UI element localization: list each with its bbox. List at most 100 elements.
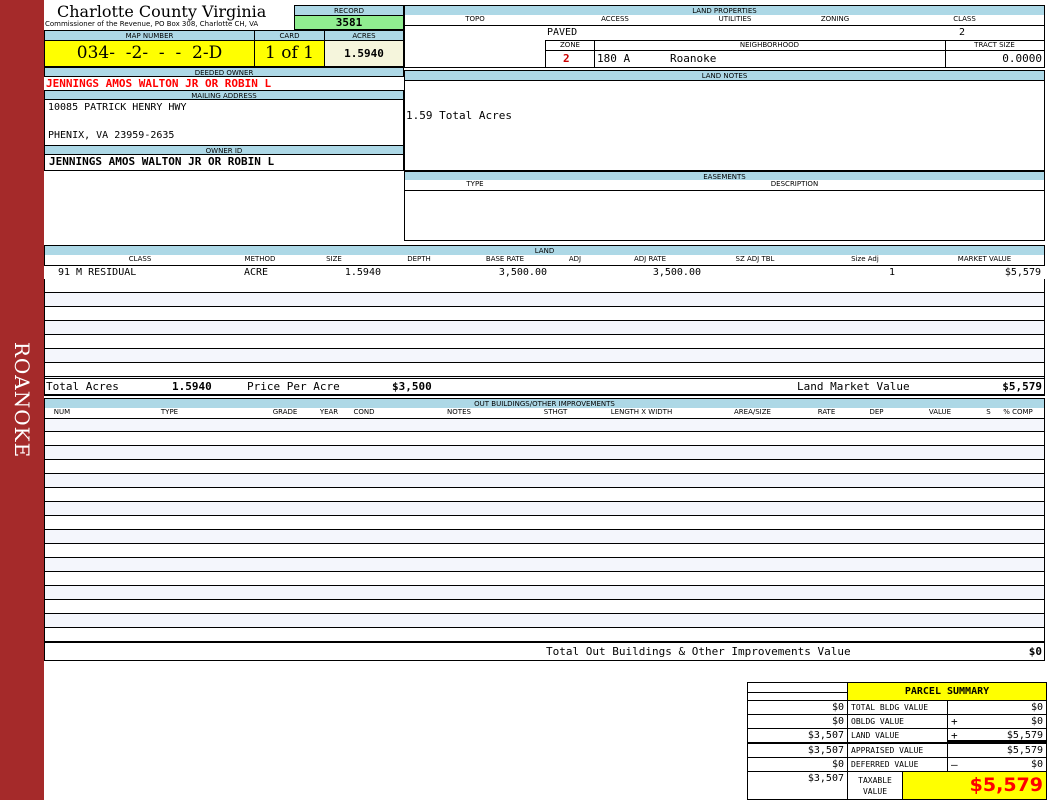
divider <box>945 50 946 67</box>
neighborhood-code: 180 A <box>597 52 631 65</box>
page-title: Charlotte County Virginia <box>57 2 267 21</box>
outbuildings-column-header: DEP <box>858 408 896 419</box>
land-properties-column-header: TOPO <box>404 15 546 26</box>
summary-prior-value: $3,507 <box>747 743 848 758</box>
outbuildings-total-label: Total Out Buildings & Other Improvements… <box>546 645 851 658</box>
outbuildings-total-row: Total Out Buildings & Other Improvements… <box>44 642 1045 661</box>
neighborhood-label: NEIGHBORHOOD <box>594 40 946 51</box>
mailing-address-label: MAILING ADDRESS <box>44 90 404 100</box>
total-acres-label: Total Acres <box>46 380 119 393</box>
parcel-summary-title: PARCEL SUMMARY <box>847 682 1047 701</box>
deeded-owner-value: JENNINGS AMOS WALTON JR OR ROBIN L <box>46 77 272 90</box>
land-column-header: ADJ <box>555 255 596 266</box>
price-per-acre-value: $3,500 <box>392 380 432 393</box>
land-size: 1.5940 <box>344 267 381 278</box>
land-column-header: SIZE <box>285 255 384 266</box>
outbuildings-column-header: TYPE <box>79 408 261 419</box>
land-notes-text: 1.59 Total Acres <box>406 109 512 122</box>
mailing-address-box: 10085 PATRICK HENRY HWY PHENIX, VA 23959… <box>44 99 404 146</box>
tract-size-value: 0.0000 <box>1002 52 1042 65</box>
land-properties-column-header: ACCESS <box>545 15 686 26</box>
outbuildings-column-header: VALUE <box>895 408 986 419</box>
taxable-value: $5,579 <box>902 771 1047 800</box>
easements-column-header: TYPE <box>404 180 546 191</box>
summary-prior-value: $0 <box>747 714 848 729</box>
outbuildings-column-header: % COMP <box>992 408 1045 419</box>
summary-label: APPRAISED VALUE <box>847 743 948 758</box>
outbuildings-table-body <box>44 418 1045 643</box>
card-value: 1 of 1 <box>254 40 325 67</box>
easements-box <box>404 180 1045 241</box>
land-notes-box: 1.59 Total Acres <box>404 80 1045 171</box>
summary-prior-value: $0 <box>747 757 848 772</box>
outbuildings-total-value: $0 <box>1028 645 1042 658</box>
outbuildings-column-header: RATE <box>795 408 859 419</box>
map-number-value: 034- -2- - - 2-D <box>44 40 255 67</box>
page-subtitle: Commissioner of the Revenue, PO Box 308,… <box>45 20 259 28</box>
outbuildings-column-header: GRADE <box>260 408 311 419</box>
outbuildings-column-header: LENGTH X WIDTH <box>573 408 711 419</box>
land-column-header: Size Adj <box>805 255 926 266</box>
address-line-3: PHENIX, VA 23959-2635 <box>48 130 175 141</box>
land-column-header: METHOD <box>235 255 286 266</box>
land-notes-label: LAND NOTES <box>404 70 1045 81</box>
summary-label: TOTAL BLDG VALUE <box>847 700 948 715</box>
outbuildings-column-header: AREA/SIZE <box>710 408 796 419</box>
land-properties-column-header: UTILITIES <box>685 15 786 26</box>
neighborhood-value: Roanoke <box>670 52 717 65</box>
summary-value: $5,579 <box>966 743 1047 758</box>
land-size-adj: 1 <box>888 267 895 278</box>
taxable-label: TAXABLE VALUE <box>847 771 903 800</box>
access-value: PAVED <box>547 27 578 38</box>
divider <box>545 50 546 67</box>
summary-label: LAND VALUE <box>847 728 948 743</box>
land-properties-column-header: ZONING <box>785 15 886 26</box>
owner-id-value: JENNINGS AMOS WALTON JR OR ROBIN L <box>44 154 404 171</box>
land-properties-column-header: CLASS <box>885 15 1045 26</box>
class-value: 2 <box>959 27 966 38</box>
land-class: 91 M RESIDUAL <box>58 267 137 278</box>
land-column-header: MARKET VALUE <box>925 255 1045 266</box>
address-line-1: 10085 PATRICK HENRY HWY <box>48 102 187 113</box>
outbuildings-column-header: COND <box>348 408 381 419</box>
summary-label: DEFERRED VALUE <box>847 757 948 772</box>
zone-label: ZONE <box>545 40 595 51</box>
sidebar: ROANOKE <box>0 0 44 800</box>
owner-id-label: OWNER ID <box>44 145 404 155</box>
land-market-value: $5,579 <box>1004 267 1041 278</box>
land-row[interactable]: 91 M RESIDUAL ACRE 1.5940 3,500.00 3,500… <box>44 266 1045 279</box>
record-value: 3581 <box>294 15 404 30</box>
land-totals-row: Total Acres 1.5940 Price Per Acre $3,500… <box>44 378 1045 396</box>
land-column-header: SZ ADJ TBL <box>705 255 806 266</box>
outbuildings-column-header: NUM <box>44 408 80 419</box>
taxable-prior: $3,507 <box>747 771 848 800</box>
land-base-rate: 3,500.00 <box>498 267 547 278</box>
summary-value: $0 <box>966 714 1047 729</box>
summary-operator <box>947 700 967 715</box>
summary-operator: + <box>947 714 967 729</box>
acres-value: 1.5940 <box>324 40 404 67</box>
price-per-acre-label: Price Per Acre <box>247 380 340 393</box>
summary-operator: – <box>947 757 967 772</box>
easements-column-header: DESCRIPTION <box>545 180 1045 191</box>
land-column-header: CLASS <box>44 255 236 266</box>
outbuildings-column-header: YEAR <box>310 408 349 419</box>
summary-value: $0 <box>966 757 1047 772</box>
zone-value: 2 <box>563 52 570 65</box>
outbuildings-column-header: STHGT <box>538 408 574 419</box>
land-market-value-label: Land Market Value <box>797 380 910 393</box>
summary-label: OBLDG VALUE <box>847 714 948 729</box>
land-table-body <box>44 265 1045 379</box>
divider <box>594 50 595 67</box>
summary-operator <box>947 743 967 758</box>
summary-operator: + <box>947 728 967 743</box>
summary-value: $5,579 <box>966 728 1047 743</box>
land-column-header: ADJ RATE <box>595 255 706 266</box>
land-column-header: BASE RATE <box>455 255 556 266</box>
summary-prior-value: $3,507 <box>747 728 848 743</box>
summary-value: $0 <box>966 700 1047 715</box>
total-acres-value: 1.5940 <box>172 380 212 393</box>
sidebar-label: ROANOKE <box>10 341 34 459</box>
summary-prior-value: $0 <box>747 700 848 715</box>
land-market-value-total: $5,579 <box>1002 380 1042 393</box>
